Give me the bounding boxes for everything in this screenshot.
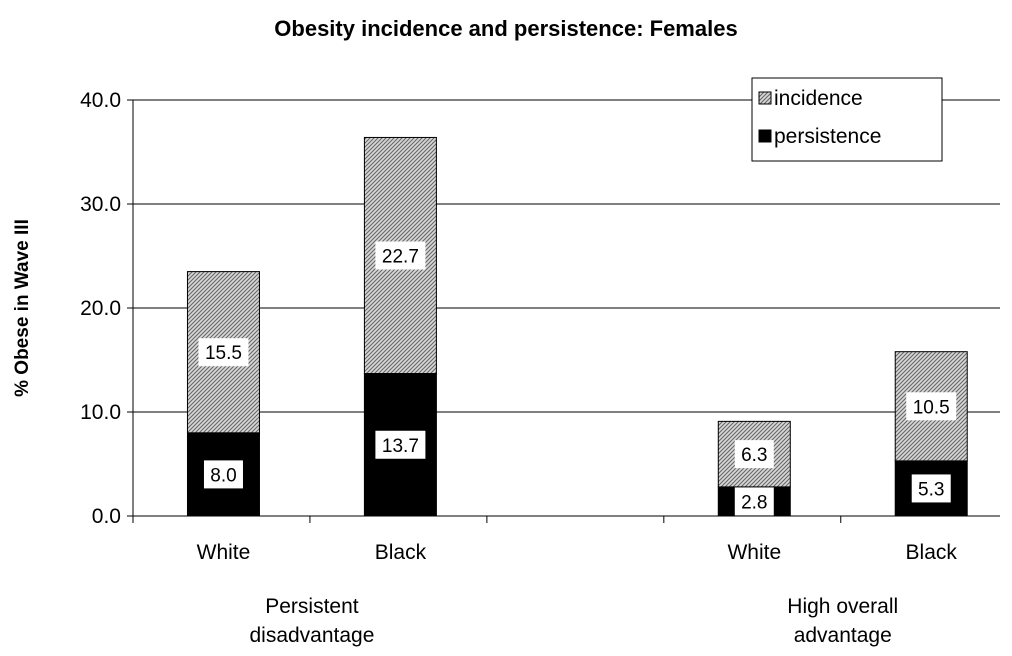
data-label-bg [198, 338, 249, 367]
group-label: disadvantage [249, 624, 374, 647]
data-label-incidence: 15.5 [205, 343, 242, 364]
data-label-bg [911, 474, 951, 503]
data-label-bg [203, 460, 243, 489]
chart-title: Obesity incidence and persistence: Femal… [274, 16, 738, 41]
y-tick-label: 30.0 [80, 193, 121, 216]
legend-label: incidence [774, 87, 863, 110]
data-label-persistence: 2.8 [741, 492, 767, 513]
y-tick-label: 40.0 [80, 89, 121, 112]
data-label-incidence: 6.3 [741, 445, 767, 466]
legend-swatch [758, 129, 772, 143]
x-tick-label: White [197, 541, 251, 564]
data-label-incidence: 22.7 [382, 246, 419, 267]
y-axis-title: % Obese in Wave III [12, 219, 33, 397]
x-tick-label: White [727, 541, 781, 564]
group-label: High overall [787, 595, 898, 618]
data-label-bg [906, 392, 957, 421]
legend-swatch [758, 91, 772, 105]
legend-label: persistence [774, 125, 881, 148]
data-label-bg [734, 440, 774, 469]
x-tick-label: Black [375, 541, 427, 564]
data-label-bg [375, 430, 426, 459]
group-label: advantage [794, 624, 892, 647]
group-label: Persistent [265, 595, 359, 618]
y-tick-label: 10.0 [80, 401, 121, 424]
y-tick-label: 0.0 [92, 505, 121, 528]
data-label-persistence: 13.7 [382, 436, 419, 457]
data-label-incidence: 10.5 [913, 397, 950, 418]
data-label-bg [734, 487, 774, 516]
x-tick-label: Black [906, 541, 958, 564]
data-label-persistence: 8.0 [210, 465, 236, 486]
y-tick-label: 20.0 [80, 297, 121, 320]
data-label-bg [375, 241, 426, 270]
data-label-persistence: 5.3 [918, 479, 944, 500]
legend-box [751, 77, 943, 162]
